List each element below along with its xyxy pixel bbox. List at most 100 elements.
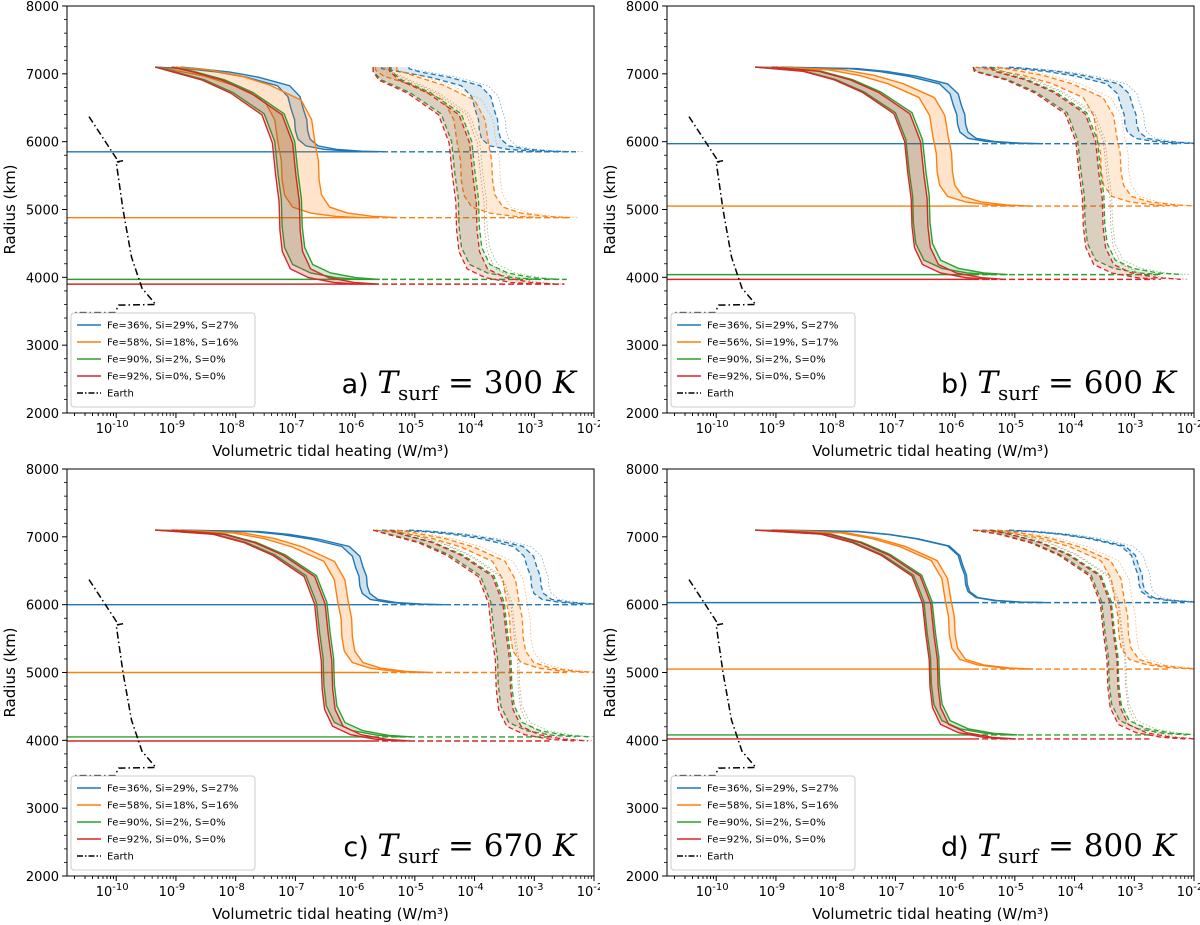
legend-label: Fe=90%, Si=2%, S=0% [707, 818, 826, 829]
curve-high-b-1 [396, 529, 594, 673]
y-tick-label: 7000 [26, 68, 59, 83]
x-tick-label: 10-9 [759, 882, 786, 900]
legend-box [670, 312, 856, 408]
plot-area [67, 529, 594, 777]
curve-low-b-0 [780, 66, 1044, 145]
curve-low-b-0 [780, 529, 1046, 604]
y-axis-label: Radius (km) [1, 627, 19, 717]
curve-low-a-1 [755, 66, 1015, 207]
band-high-2 [973, 67, 1183, 275]
band-high-3 [373, 530, 589, 741]
x-tick-label: 10-7 [878, 419, 905, 437]
y-tick-label: 4000 [626, 734, 659, 749]
y-axis: 2000 3000 4000 5000 6000 7000 8000 [26, 0, 67, 422]
curve-high-a-3 [972, 529, 1186, 740]
curve-high-dotted-1 [996, 529, 1194, 669]
x-tick-label: 10-3 [517, 419, 544, 437]
x-axis: 10-10 10-9 10-8 10-7 10-6 10-5 10-4 10-3 10-2 [74, 876, 600, 900]
curve-low-b-1 [175, 66, 397, 219]
x-tick-label: 10-6 [338, 882, 365, 900]
x-axis-label: Volumetric tidal heating (W/m³) [212, 905, 449, 923]
curve-low-a-2 [155, 66, 360, 281]
curve-low-a-0 [155, 529, 438, 606]
legend-box [670, 775, 856, 871]
curve-low-b-3 [171, 529, 411, 742]
legend-label: Fe=90%, Si=2%, S=0% [107, 355, 226, 366]
y-tick-label: 3000 [626, 802, 659, 817]
legend-label: Fe=56%, Si=19%, S=17% [707, 338, 838, 349]
curve-low-b-0 [180, 66, 386, 153]
x-tick-label: 10-4 [1057, 882, 1084, 900]
curve-high-a-1 [374, 67, 540, 219]
y-tick-label: 7000 [626, 531, 659, 546]
x-tick-label: 10-8 [218, 882, 245, 900]
curve-high-a-2 [372, 67, 537, 281]
y-tick-label: 5000 [626, 667, 659, 682]
curve-high-a-1 [975, 529, 1194, 670]
curve-low-a-3 [155, 529, 400, 742]
x-axis: 10-10 10-9 10-8 10-7 10-6 10-5 10-4 10-3 10-2 [674, 876, 1200, 900]
band-high-3 [373, 67, 555, 285]
curve-low-a-2 [755, 66, 992, 276]
panel-title: b) Tsurf = 600 K [941, 365, 1178, 405]
band-high-1 [975, 67, 1194, 207]
y-tick-label: 8000 [26, 463, 59, 478]
x-tick-label: 10-5 [998, 882, 1025, 900]
curve-high-b-2 [390, 529, 590, 738]
x-axis-label: Volumetric tidal heating (W/m³) [212, 442, 449, 460]
legend-label: Fe=58%, Si=18%, S=16% [107, 801, 238, 812]
legend-label: Fe=92%, Si=0%, S=0% [707, 372, 826, 383]
curve-high-dotted-1 [396, 529, 594, 673]
legend-box [70, 312, 256, 408]
legend-label: Fe=58%, Si=18%, S=16% [707, 801, 838, 812]
y-axis-label: Radius (km) [1, 164, 19, 254]
y-tick-label: 2000 [26, 870, 59, 885]
curve-low-a-2 [155, 529, 402, 738]
curve-high-b-2 [990, 66, 1183, 276]
y-tick-label: 8000 [626, 463, 659, 478]
curve-low-b-3 [171, 66, 378, 285]
curve-high-a-1 [975, 66, 1180, 207]
curve-low-a-3 [755, 66, 990, 281]
curve-high-dotted-0 [408, 67, 584, 153]
curve-high-dotted-3 [389, 529, 594, 742]
curve-low-a-1 [755, 529, 1028, 670]
x-tick-label: 10-4 [457, 419, 484, 437]
x-tick-label: 10-10 [96, 419, 129, 437]
plot-area [667, 529, 1194, 777]
x-tick-label: 10-3 [1117, 882, 1144, 900]
curve-low-a-2 [755, 529, 1010, 736]
curve-high-a-2 [973, 529, 1187, 736]
x-tick-label: 10-2 [1177, 419, 1200, 437]
x-tick-label: 10-7 [278, 882, 305, 900]
band-high-2 [373, 67, 557, 280]
y-tick-label: 3000 [626, 339, 659, 354]
curve-high-b-1 [996, 66, 1194, 207]
curve-high-a-0 [981, 529, 1194, 603]
band-high-0 [981, 530, 1194, 603]
curve-high-b-3 [389, 67, 555, 285]
curve-low-b-2 [773, 529, 1018, 736]
x-axis: 10-10 10-9 10-8 10-7 10-6 10-5 10-4 10-3 10-2 [674, 413, 1200, 437]
curve-high-dotted-3 [989, 66, 1189, 280]
y-tick-label: 8000 [626, 0, 659, 15]
curve-low-b-3 [771, 529, 1016, 740]
band-low-3 [755, 530, 1016, 739]
x-tick-label: 10-8 [818, 882, 845, 900]
legend-label: Earth [707, 852, 734, 863]
curve-high-dotted-1 [996, 66, 1194, 206]
y-tick-label: 5000 [26, 667, 59, 682]
curve-high-a-1 [375, 529, 589, 674]
y-tick-label: 7000 [626, 68, 659, 83]
curve-high-dotted-2 [991, 529, 1194, 735]
curve-low-a-1 [155, 529, 420, 674]
x-tick-label: 10-3 [517, 882, 544, 900]
legend-label: Fe=92%, Si=0%, S=0% [707, 835, 826, 846]
x-axis-label: Volumetric tidal heating (W/m³) [812, 905, 1049, 923]
x-tick-label: 10-10 [96, 882, 129, 900]
x-tick-label: 10-9 [759, 419, 786, 437]
y-tick-label: 4000 [626, 271, 659, 286]
